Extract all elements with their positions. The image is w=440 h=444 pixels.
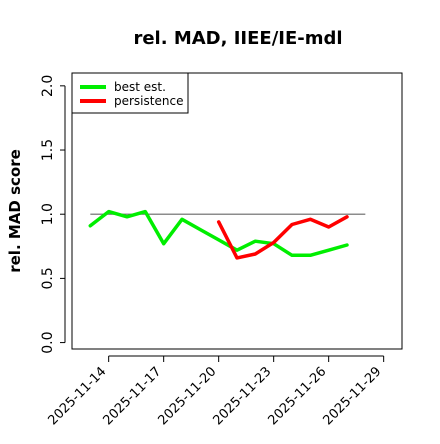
series-line-persistence xyxy=(216,215,349,260)
legend: best est. persistence xyxy=(71,72,189,114)
series-layer xyxy=(88,209,349,260)
y-tick-label: 0.5 xyxy=(40,267,56,289)
plot-frame xyxy=(71,72,403,350)
legend-label-best-est: best est. xyxy=(114,80,166,94)
legend-label-persistence: persistence xyxy=(114,94,183,108)
y-axis-label: rel. MAD score xyxy=(6,149,24,273)
y-tick-label: 2.0 xyxy=(40,75,56,97)
y-tick-label: 1.5 xyxy=(40,139,56,161)
legend-box xyxy=(71,72,189,114)
y-tick-label: 1.0 xyxy=(40,203,56,225)
chart-title: rel. MAD, IIEE/IE-mdl xyxy=(133,28,342,49)
y-tick-label: 0.0 xyxy=(40,331,56,353)
series-line-best-est xyxy=(88,209,349,258)
